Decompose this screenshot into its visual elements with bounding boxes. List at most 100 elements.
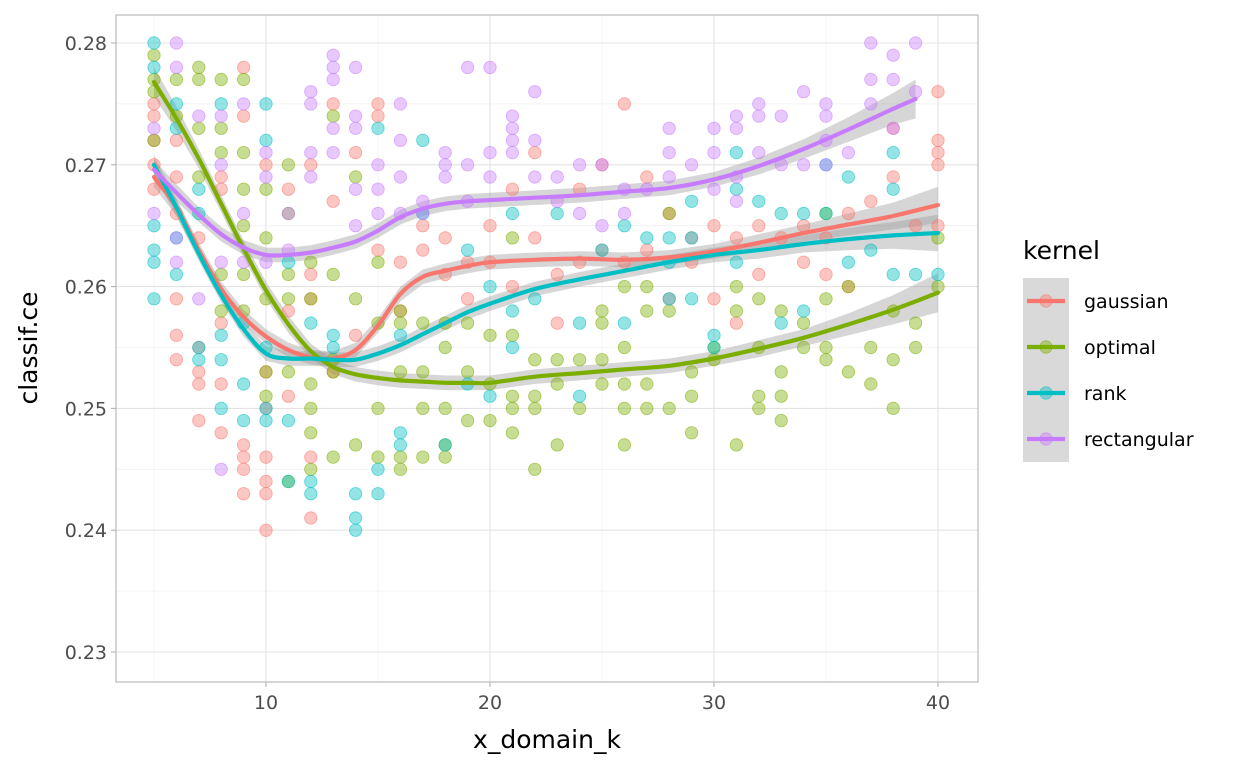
data-point-rectangular bbox=[348, 60, 363, 75]
data-point-rank bbox=[438, 438, 452, 452]
data-point-rectangular bbox=[371, 158, 385, 172]
data-point-rank bbox=[886, 267, 900, 281]
data-point-rectangular bbox=[550, 170, 564, 184]
data-point-rank bbox=[147, 292, 161, 306]
data-point-optimal bbox=[147, 133, 161, 147]
data-point-optimal bbox=[505, 401, 520, 415]
data-point-rectangular bbox=[169, 36, 183, 50]
data-point-gaussian bbox=[640, 170, 654, 184]
data-point-optimal bbox=[416, 365, 430, 379]
data-point-rectangular bbox=[169, 231, 183, 245]
data-point-optimal bbox=[640, 304, 654, 318]
data-point-rank bbox=[505, 304, 520, 318]
data-point-gaussian bbox=[304, 511, 318, 525]
data-point-rectangular bbox=[393, 133, 407, 147]
data-point-rank bbox=[192, 182, 206, 196]
data-point-gaussian bbox=[931, 219, 945, 233]
data-point-optimal bbox=[640, 377, 654, 391]
data-point-rank bbox=[729, 182, 744, 196]
data-point-gaussian bbox=[729, 316, 744, 330]
data-point-rank bbox=[348, 511, 363, 525]
data-point-optimal bbox=[774, 389, 788, 403]
y-tick-label: 0.23 bbox=[65, 642, 107, 664]
data-point-rank bbox=[752, 194, 766, 208]
data-point-optimal bbox=[617, 438, 632, 452]
data-point-optimal bbox=[796, 316, 811, 330]
data-point-rank bbox=[886, 182, 900, 196]
data-point-rectangular bbox=[864, 36, 878, 50]
data-point-rectangular bbox=[819, 109, 833, 123]
data-point-rank bbox=[214, 353, 228, 367]
data-point-optimal bbox=[483, 413, 497, 428]
data-point-rectangular bbox=[326, 48, 340, 62]
data-point-gaussian bbox=[528, 146, 542, 160]
data-point-gaussian bbox=[259, 523, 273, 537]
data-point-optimal bbox=[819, 292, 833, 306]
data-point-gaussian bbox=[259, 158, 273, 172]
data-point-optimal bbox=[528, 353, 542, 367]
data-point-optimal bbox=[438, 401, 452, 415]
data-point-gaussian bbox=[304, 158, 318, 172]
data-point-optimal bbox=[259, 231, 273, 245]
panel-border bbox=[115, 14, 979, 683]
data-point-gaussian bbox=[237, 109, 251, 123]
data-point-optimal bbox=[281, 292, 295, 306]
data-point-rectangular bbox=[886, 72, 900, 87]
data-point-optimal bbox=[550, 353, 564, 367]
data-point-rectangular bbox=[617, 206, 632, 221]
data-point-rectangular bbox=[729, 121, 744, 135]
data-point-rank bbox=[371, 462, 385, 476]
data-point-rectangular bbox=[393, 97, 407, 111]
data-point-rank bbox=[886, 146, 900, 160]
data-point-optimal bbox=[505, 231, 520, 245]
data-point-optimal bbox=[304, 255, 318, 269]
data-point-rectangular bbox=[214, 109, 228, 123]
data-point-rank bbox=[572, 316, 587, 330]
data-point-rank bbox=[841, 255, 856, 269]
data-point-rank bbox=[774, 206, 788, 221]
data-point-gaussian bbox=[931, 158, 945, 172]
smooth-line-rectangular bbox=[151, 96, 918, 258]
data-point-optimal bbox=[528, 401, 542, 415]
data-point-optimal bbox=[864, 340, 878, 355]
data-point-optimal bbox=[729, 304, 744, 318]
data-point-rectangular bbox=[707, 146, 721, 160]
data-point-optimal bbox=[505, 389, 520, 403]
data-point-optimal bbox=[192, 121, 206, 135]
data-point-rank bbox=[505, 206, 520, 221]
data-point-optimal bbox=[528, 462, 542, 476]
data-point-rank bbox=[214, 328, 228, 342]
data-point-rectangular bbox=[841, 146, 856, 160]
data-point-optimal bbox=[595, 304, 609, 318]
data-point-rank bbox=[729, 146, 744, 160]
data-point-gaussian bbox=[348, 146, 363, 160]
data-point-rectangular bbox=[169, 60, 183, 75]
data-point-optimal bbox=[214, 146, 228, 160]
data-point-rectangular bbox=[371, 182, 385, 196]
data-point-optimal bbox=[617, 279, 632, 294]
data-point-gaussian bbox=[192, 413, 206, 428]
data-point-rectangular bbox=[326, 146, 340, 160]
data-point-gaussian bbox=[796, 255, 811, 269]
legend-title: kernel bbox=[1023, 236, 1100, 265]
data-point-rectangular bbox=[326, 60, 340, 75]
data-point-optimal bbox=[662, 304, 676, 318]
data-point-rank bbox=[147, 219, 161, 233]
data-point-rectangular bbox=[572, 158, 587, 172]
data-point-optimal bbox=[572, 353, 587, 367]
data-point-gaussian bbox=[460, 292, 475, 306]
data-point-gaussian bbox=[326, 194, 340, 208]
data-point-rectangular bbox=[371, 206, 385, 221]
data-point-optimal bbox=[281, 365, 295, 379]
data-point-rank bbox=[393, 426, 407, 440]
data-point-rectangular bbox=[147, 121, 161, 135]
data-point-optimal bbox=[460, 316, 475, 330]
data-point-optimal bbox=[752, 292, 766, 306]
data-point-rank bbox=[169, 97, 183, 111]
data-point-rectangular bbox=[348, 219, 363, 233]
legend-label-rectangular: rectangular bbox=[1084, 429, 1194, 451]
data-point-rank bbox=[931, 267, 945, 281]
data-point-rectangular bbox=[505, 146, 520, 160]
data-point-rectangular bbox=[192, 292, 206, 306]
data-point-optimal bbox=[169, 72, 183, 87]
